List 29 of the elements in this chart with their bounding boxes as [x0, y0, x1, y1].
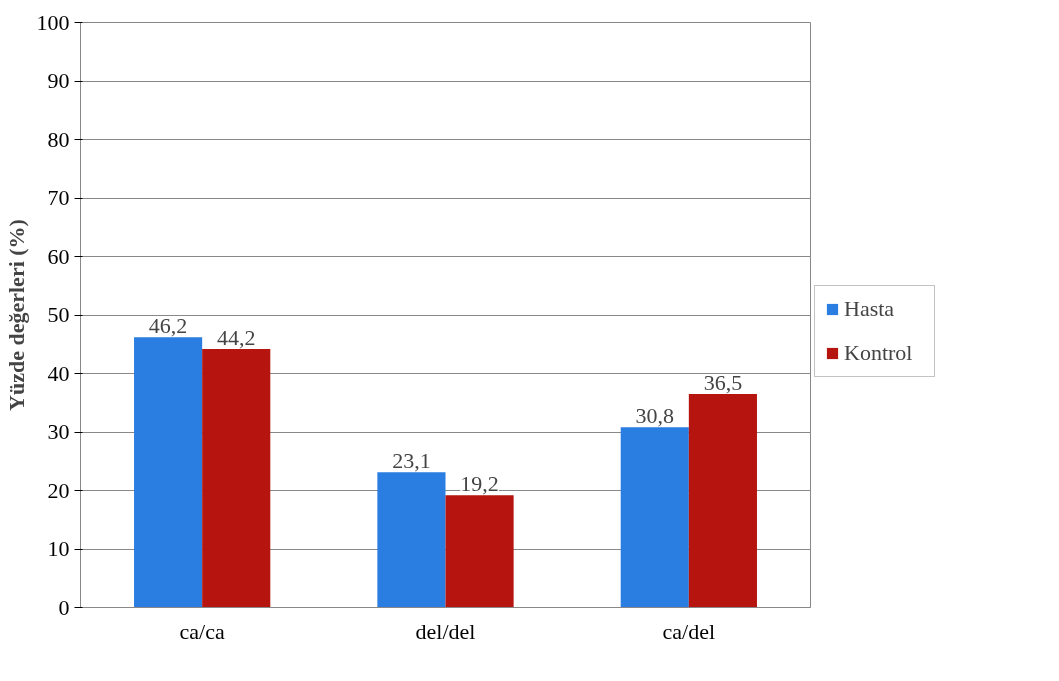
- bar: [377, 472, 446, 608]
- y-tick-label: 60: [47, 243, 70, 269]
- bar: [620, 427, 689, 608]
- x-tick-label: del/del: [415, 618, 476, 644]
- y-tick-label: 100: [36, 9, 70, 35]
- y-tick-label: 80: [47, 126, 70, 152]
- bar: [202, 348, 271, 608]
- data-label: 30,8: [635, 403, 675, 429]
- data-label: 23,1: [392, 448, 431, 474]
- y-tick-label: 40: [47, 360, 70, 386]
- legend-label: Kontrol: [844, 340, 914, 366]
- y-tick-label: 30: [47, 419, 70, 444]
- x-tick-label: ca/ca: [179, 618, 225, 644]
- y-axis-title: Yüzde değerleri (%): [3, 219, 29, 411]
- y-tick-label: 0: [58, 594, 70, 620]
- data-label: 46,2: [148, 313, 188, 339]
- legend-label: Hasta: [844, 296, 896, 322]
- y-tick-label: 10: [47, 536, 70, 561]
- data-label: 44,2: [216, 324, 256, 350]
- y-tick-label: 90: [47, 68, 70, 93]
- bar: [445, 495, 514, 608]
- data-label: 19,2: [460, 471, 499, 497]
- bar: [134, 337, 203, 608]
- x-tick-label: ca/del: [662, 618, 716, 644]
- y-tick-label: 50: [47, 302, 70, 327]
- y-tick-label: 20: [47, 477, 70, 503]
- y-tick-label: 70: [47, 185, 70, 210]
- data-label: 36,5: [703, 369, 743, 395]
- bar: [688, 393, 757, 608]
